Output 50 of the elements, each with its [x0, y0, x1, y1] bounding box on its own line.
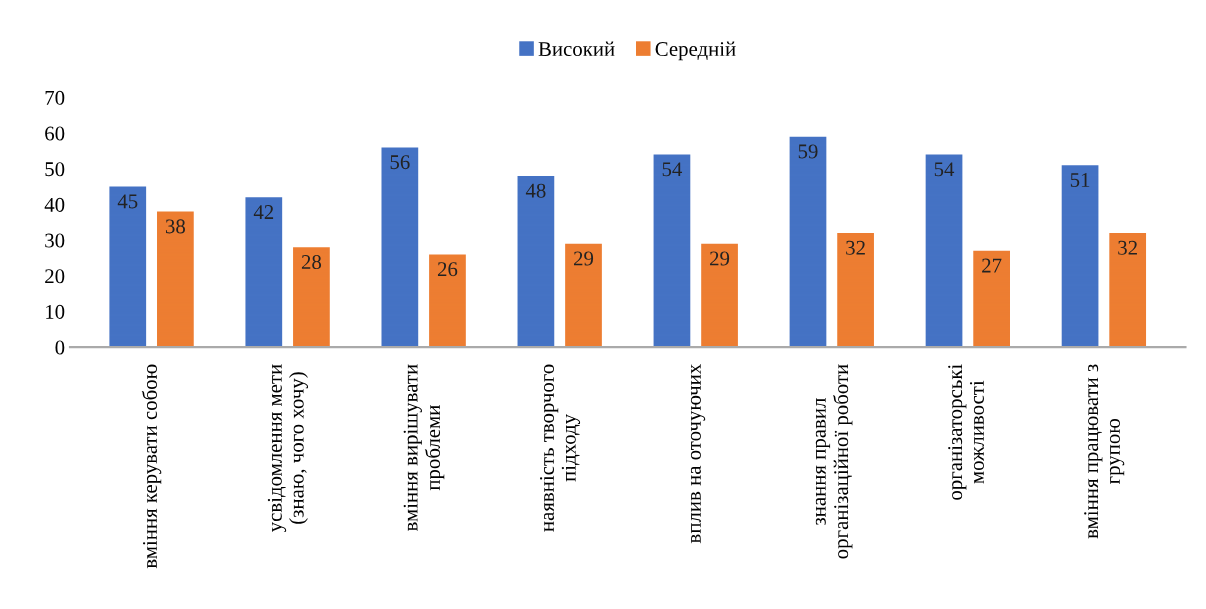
data-label: 29	[710, 251, 730, 266]
data-label: 29	[574, 251, 594, 266]
bar	[1061, 165, 1099, 348]
x-tick-label: знання правил організаційної роботи	[815, 364, 853, 559]
bar	[157, 211, 194, 348]
y-tick-label: 40	[44, 197, 65, 212]
x-tick-label: вміння керувати собою	[141, 364, 162, 569]
y-tick-label: 30	[45, 233, 65, 248]
data-label: 42	[253, 205, 274, 219]
data-label: 38	[165, 219, 185, 234]
bar	[565, 243, 602, 348]
data-label: 54	[662, 162, 683, 177]
y-tick-label: 0	[55, 340, 65, 355]
bar	[109, 186, 147, 348]
bar	[653, 154, 691, 348]
bar	[837, 232, 874, 348]
bar	[245, 197, 283, 348]
data-label: 51	[1070, 173, 1090, 188]
data-label: 27	[982, 258, 1002, 273]
bar	[429, 254, 466, 348]
x-tick-label: організаторські можливості	[948, 364, 984, 500]
y-tick-label: 20	[45, 269, 65, 284]
y-tick-label: 70	[45, 90, 65, 105]
bar	[381, 147, 419, 348]
x-tick-label: наявність творчого підходу	[539, 364, 581, 532]
data-label: 32	[846, 240, 865, 255]
legend-label: Високий	[538, 41, 615, 57]
data-label: 32	[1118, 240, 1137, 255]
bar	[973, 250, 1010, 348]
legend-label: Середній	[655, 41, 736, 61]
y-tick-label: 60	[45, 126, 65, 141]
x-tick-label: вміння працювати з групою	[1084, 364, 1125, 539]
x-tick-label: вміння вирішувати проблеми	[403, 364, 445, 532]
bar	[701, 243, 738, 348]
bar	[1109, 232, 1147, 348]
data-label: 59	[798, 144, 818, 159]
x-tick-label: вплив на оточуючих	[690, 364, 706, 544]
bar	[925, 154, 963, 348]
bar	[517, 175, 555, 348]
data-label: 45	[117, 194, 138, 209]
bar	[789, 136, 827, 348]
x-tick-label: усвідомлення мети (знаю, чого хочу)	[267, 364, 308, 533]
y-tick-label: 50	[45, 162, 65, 177]
data-label: 56	[390, 155, 410, 170]
y-tick-label: 10	[46, 304, 65, 319]
data-label: 28	[301, 254, 322, 270]
bar	[293, 247, 330, 348]
data-label: 54	[934, 162, 955, 177]
data-label: 48	[525, 183, 546, 198]
data-label: 26	[437, 262, 458, 277]
